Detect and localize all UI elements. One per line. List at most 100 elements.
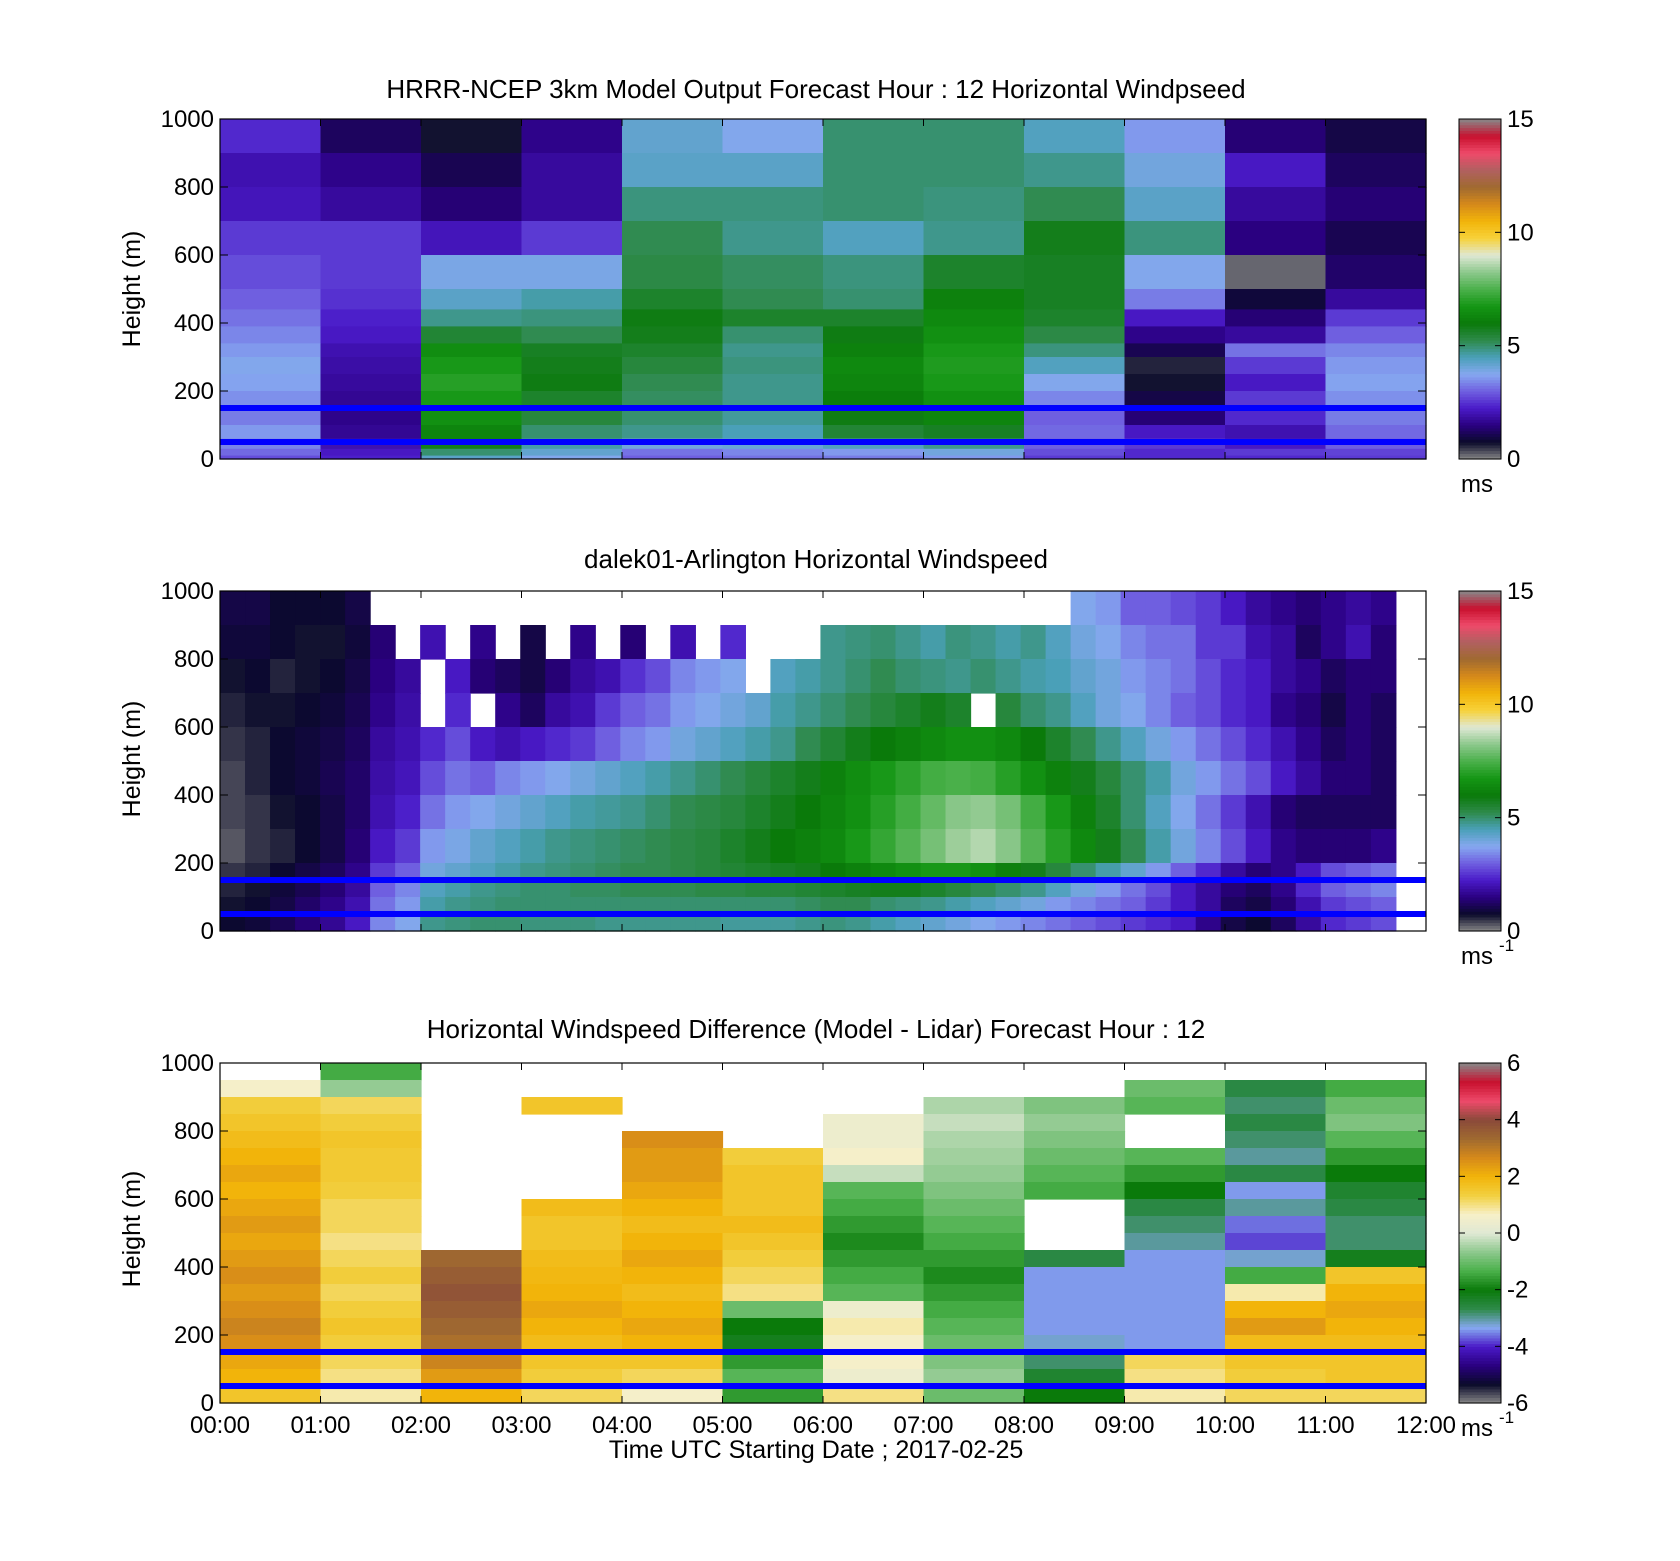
colorbar-segment — [1459, 712, 1501, 717]
heatmap-cell — [823, 357, 925, 375]
heatmap-cell — [823, 309, 925, 327]
heatmap-cell — [395, 897, 421, 915]
y-tick-label: 400 — [174, 782, 214, 809]
heatmap-cell — [1270, 625, 1297, 660]
colorbar-segment — [1459, 1156, 1501, 1160]
heatmap-cell — [1124, 455, 1226, 460]
heatmap-cell — [920, 897, 947, 915]
heatmap-cell — [820, 727, 847, 762]
colorbar-tick-label: 15 — [1507, 106, 1534, 133]
heatmap-cell — [470, 880, 496, 898]
heatmap-cell — [1345, 795, 1372, 830]
heatmap-cell — [1124, 374, 1226, 392]
heatmap-cell — [870, 880, 897, 898]
heatmap-cell — [923, 1284, 1025, 1302]
heatmap-cell — [1225, 391, 1327, 409]
heatmap-cell — [545, 761, 571, 796]
colorbar-segment — [1459, 345, 1501, 350]
heatmap-cell — [645, 914, 671, 932]
colorbar-segment — [1459, 1315, 1501, 1319]
colorbar-segment — [1459, 877, 1501, 881]
heatmap-cell — [520, 727, 546, 762]
heatmap-cell — [1245, 897, 1272, 915]
colorbar-segment — [1459, 848, 1501, 853]
heatmap-cell — [521, 343, 623, 358]
heatmap-cell — [1095, 880, 1122, 898]
colorbar-segment — [1459, 885, 1501, 890]
heatmap-cell — [923, 374, 1025, 392]
heatmap-cell — [770, 727, 797, 762]
heatmap-cell — [622, 357, 724, 375]
heatmap-cell — [995, 659, 1022, 694]
heatmap-cell — [1024, 408, 1126, 426]
heatmap-cell — [722, 289, 824, 310]
heatmap-cell — [845, 659, 872, 694]
heatmap-cell — [1145, 727, 1172, 762]
colorbar-segment — [1459, 362, 1501, 367]
heatmap-cell — [320, 795, 346, 830]
colorbar-segment — [1459, 422, 1501, 426]
colorbar-segment — [1459, 1201, 1501, 1206]
heatmap-cell — [923, 1369, 1025, 1387]
colorbar-segment — [1459, 608, 1501, 612]
colorbar-frame — [1458, 118, 1502, 460]
heatmap-cell — [320, 914, 346, 932]
x-tick-label: 03:00 — [491, 1412, 551, 1439]
heatmap-cell — [870, 795, 897, 830]
heatmap-cell — [1195, 625, 1222, 660]
heatmap-cell — [1345, 591, 1372, 626]
heatmap-cell — [945, 880, 972, 898]
heatmap-cell — [370, 897, 396, 915]
colorbar-segment — [1459, 133, 1501, 137]
colorbar-segment — [1459, 246, 1501, 250]
heatmap-cell — [670, 829, 696, 864]
heatmap-cell — [695, 727, 721, 762]
heatmap-cell — [1245, 829, 1272, 864]
heatmap-cell — [745, 761, 771, 796]
heatmap-cell — [595, 863, 621, 881]
x-tick-label: 11:00 — [1296, 1412, 1354, 1439]
heatmap-cell — [220, 880, 246, 898]
heatmap-cell — [1325, 1352, 1427, 1370]
colorbar-segment — [1459, 693, 1501, 697]
heatmap-cell — [570, 727, 596, 762]
heatmap-cell — [1170, 914, 1197, 932]
heatmap-cell — [895, 693, 922, 728]
heatmap-cell — [620, 625, 646, 660]
heatmap-cell — [570, 761, 596, 796]
colorbar-segment — [1459, 204, 1501, 208]
heatmap-cell — [421, 187, 523, 222]
heatmap-cell — [570, 914, 596, 932]
heatmap-cell — [995, 761, 1022, 796]
heatmap-cell — [1325, 343, 1427, 358]
heatmap-cell — [823, 374, 925, 392]
heatmap-cell — [622, 343, 724, 358]
heatmap-cell — [1220, 829, 1247, 864]
heatmap-cell — [870, 693, 897, 728]
heatmap-cell — [1225, 455, 1327, 460]
heatmap-cell — [722, 1386, 824, 1404]
heatmap-cell — [770, 659, 797, 694]
colorbar-segment — [1459, 625, 1501, 629]
colorbar-segment — [1459, 1193, 1501, 1197]
heatmap-cell — [645, 693, 671, 728]
colorbar-segment — [1459, 1374, 1501, 1379]
colorbar-segment — [1459, 272, 1501, 276]
colorbar-segment — [1459, 430, 1501, 435]
colorbar-segment — [1459, 1309, 1501, 1313]
colorbar-segment — [1459, 385, 1501, 389]
colorbar-segment — [1459, 874, 1501, 878]
heatmap-cell — [622, 1318, 724, 1336]
y-tick-label: 200 — [174, 378, 214, 405]
colorbar-segment — [1459, 661, 1501, 666]
heatmap-cell — [1145, 914, 1172, 932]
heatmap-cell — [923, 1335, 1025, 1353]
heatmap-cell — [645, 761, 671, 796]
heatmap-cell — [1225, 1182, 1327, 1200]
colorbar-segment — [1459, 1139, 1501, 1143]
heatmap-cell — [895, 625, 922, 660]
heatmap-cell — [945, 625, 972, 660]
heatmap-cell — [220, 1352, 322, 1370]
heatmap-cell — [1024, 1335, 1126, 1353]
colorbar-segment — [1459, 215, 1501, 219]
